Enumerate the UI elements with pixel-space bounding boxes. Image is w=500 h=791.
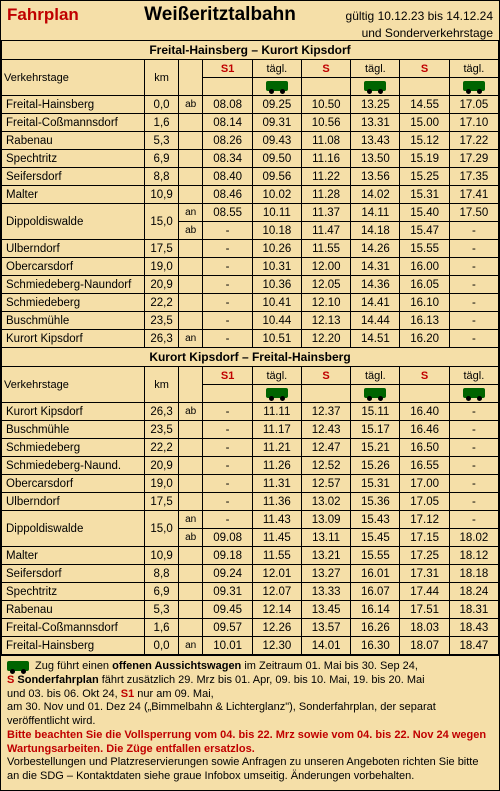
- title-line: Weißeritztalbahn: [107, 4, 333, 26]
- table-row: Spechtritz 6,9 08.3409.5011.1613.5015.19…: [2, 150, 499, 168]
- table-row: Schmiedeberg 22,2 -11.2112.4715.2116.50-: [2, 439, 499, 457]
- col-verkehrstage: Verkehrstage: [2, 60, 145, 96]
- table-row: Ulberndorf 17,5 -11.3613.0215.3617.05-: [2, 493, 499, 511]
- wagon-icon: [266, 81, 288, 91]
- col-s-1: S: [301, 60, 350, 78]
- table-row: Kurort Kipsdorf 26,3 an-10.5112.2014.511…: [2, 330, 499, 348]
- notes: Zug führt einen offenen Aussichtswagen i…: [1, 655, 499, 790]
- col-s1: S1: [203, 60, 252, 78]
- table-row: Rabenau 5,3 09.4512.1413.4516.1417.5118.…: [2, 601, 499, 619]
- table-row: Schmiedeberg-Naund. 20,9 -11.2612.5215.2…: [2, 457, 499, 475]
- table-row: Seifersdorf 8,8 09.2412.0113.2716.0117.3…: [2, 565, 499, 583]
- table-row: Buschmühle 23,5 -10.4412.1314.4416.13-: [2, 312, 499, 330]
- table-row: Dippoldiswalde 15,0 an08.5510.1111.3714.…: [2, 204, 499, 222]
- header-row-1: Verkehrstage km S1 tägl. S tägl. S tägl.: [2, 60, 499, 78]
- table-row: Freital-Hainsberg 0,0 an10.0112.3014.011…: [2, 637, 499, 655]
- timetable-page: Fahrplan Weißeritztalbahn gültig 10.12.2…: [0, 0, 500, 791]
- timetable: Freital-Hainsberg – Kurort Kipsdorf Verk…: [1, 40, 499, 655]
- wagon-icon: [364, 388, 386, 398]
- direction-2-title: Kurort Kipsdorf – Freital-Hainsberg: [2, 348, 499, 367]
- validity-2: und Sonderverkehrstage: [1, 26, 499, 40]
- table-row: Schmiedeberg 22,2 -10.4112.1014.4116.10-: [2, 294, 499, 312]
- table-row: Kurort Kipsdorf 26,3 ab-11.1112.3715.111…: [2, 403, 499, 421]
- table-row: Schmiedeberg-Naundorf 20,9 -10.3612.0514…: [2, 276, 499, 294]
- table-row: Obercarsdorf 19,0 -10.3112.0014.3116.00-: [2, 258, 499, 276]
- table-row: Rabenau 5,3 08.2609.4311.0813.4315.1217.…: [2, 132, 499, 150]
- header-row-3: Verkehrstage km S1 tägl. S tägl. S tägl.: [2, 367, 499, 385]
- wagon-icon: [463, 81, 485, 91]
- col-tagl-2: tägl.: [351, 60, 400, 78]
- table-row: Ulberndorf 17,5 -10.2611.5514.2615.55-: [2, 240, 499, 258]
- direction-1-title: Freital-Hainsberg – Kurort Kipsdorf: [2, 41, 499, 60]
- col-s-2: S: [400, 60, 449, 78]
- col-km: km: [145, 60, 179, 96]
- table-row: Dippoldiswalde 15,0 an-11.4313.0915.4317…: [2, 511, 499, 529]
- table-row: Freital-Coßmannsdorf 1,6 08.1409.3110.56…: [2, 114, 499, 132]
- validity-1: gültig 10.12.23 bis 14.12.24: [333, 9, 493, 23]
- col-anab: [178, 60, 203, 96]
- table-row: Malter 10,9 09.1811.5513.2115.5517.2518.…: [2, 547, 499, 565]
- table-row: Obercarsdorf 19,0 -11.3112.5715.3117.00-: [2, 475, 499, 493]
- table-row: Seifersdorf 8,8 08.4009.5611.2213.5615.2…: [2, 168, 499, 186]
- wagon-icon: [7, 661, 29, 671]
- title-fahrplan: Fahrplan: [7, 5, 107, 25]
- wagon-icon: [364, 81, 386, 91]
- wagon-icon: [463, 388, 485, 398]
- col-tagl-3: tägl.: [449, 60, 498, 78]
- header: Fahrplan Weißeritztalbahn gültig 10.12.2…: [1, 1, 499, 26]
- table-row: Malter 10,9 08.4610.0211.2814.0215.3117.…: [2, 186, 499, 204]
- col-tagl-1: tägl.: [252, 60, 301, 78]
- wagon-icon: [266, 388, 288, 398]
- table-row: Freital-Hainsberg 0,0 ab08.0809.2510.501…: [2, 96, 499, 114]
- table-row: Buschmühle 23,5 -11.1712.4315.1716.46-: [2, 421, 499, 439]
- table-row: Freital-Coßmannsdorf 1,6 09.5712.2613.57…: [2, 619, 499, 637]
- table-row: Spechtritz 6,9 09.3112.0713.3316.0717.44…: [2, 583, 499, 601]
